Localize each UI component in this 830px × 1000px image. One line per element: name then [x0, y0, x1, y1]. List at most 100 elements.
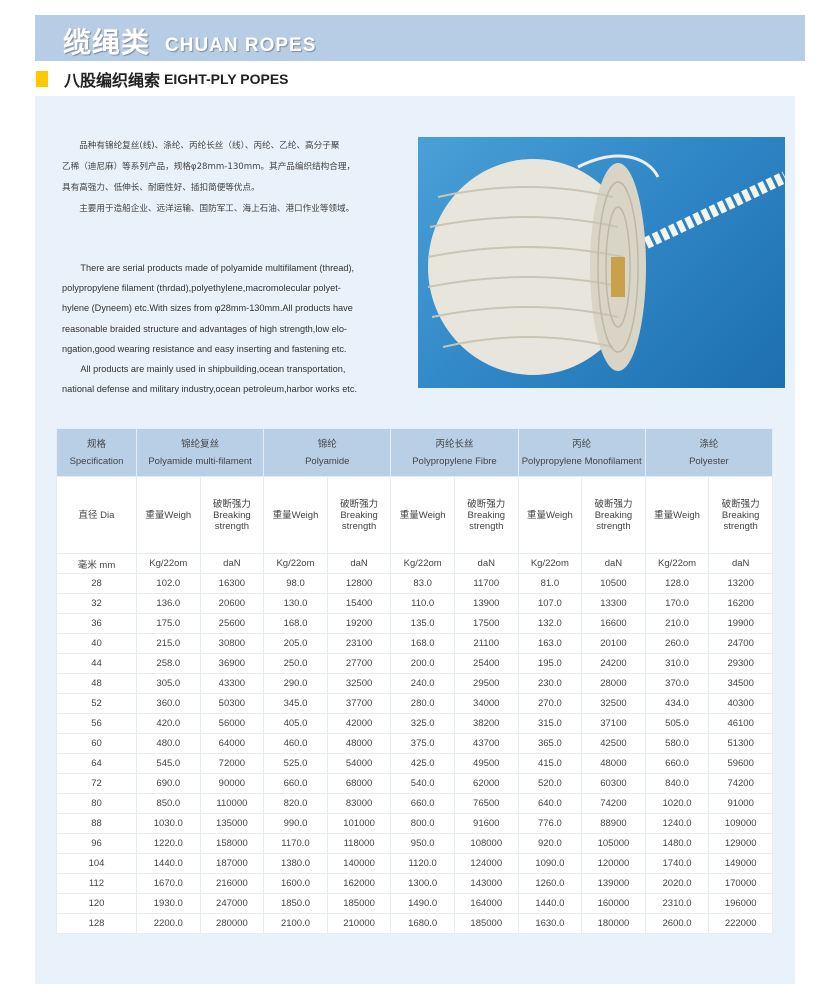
- unit-weight: Kg/22om: [517, 553, 583, 574]
- table-cell: 210.0: [644, 613, 710, 634]
- strength-label: 破断强力 Breaking strength: [199, 476, 265, 554]
- table-cell: 91600: [453, 813, 519, 834]
- description-cn-line: 乙稀（迪尼麻）等系列产品，规格φ28mm-130mm。其产品编织结构合理，: [62, 162, 356, 172]
- table-cell: 13300: [581, 593, 646, 614]
- material-cn: 涤纶: [699, 438, 719, 450]
- table-cell: 62000: [453, 773, 519, 794]
- table-cell: 520.0: [517, 773, 583, 794]
- table-cell: 16600: [581, 613, 646, 634]
- description-en-line: reasonable braided structure and advanta…: [62, 323, 347, 334]
- table-cell: 1680.0: [390, 913, 455, 934]
- strength-label-en: Breaking: [594, 509, 633, 521]
- table-cell: 104: [56, 853, 137, 874]
- table-cell: 56000: [199, 713, 265, 734]
- unit-strength: daN: [453, 553, 519, 574]
- table-cell: 12800: [326, 573, 392, 594]
- table-cell: 34500: [708, 673, 773, 694]
- header-material: 丙纶 Polypropylene Monofilament: [517, 428, 646, 477]
- section-title-en: EIGHT-PLY POPES: [164, 71, 289, 87]
- table-cell: 1440.0: [136, 853, 201, 874]
- table-cell: 158000: [199, 833, 265, 854]
- strength-label-en: Breaking: [721, 509, 760, 521]
- table-cell: 950.0: [390, 833, 455, 854]
- table-cell: 540.0: [390, 773, 455, 794]
- table-cell: 56: [56, 713, 137, 734]
- description-en: There are serial products made of polyam…: [62, 258, 407, 399]
- table-cell: 525.0: [263, 753, 328, 774]
- table-cell: 420.0: [136, 713, 201, 734]
- table-cell: 40: [56, 633, 137, 654]
- table-cell: 1260.0: [517, 873, 583, 894]
- table-cell: 20100: [581, 633, 646, 654]
- unit-weight: Kg/22om: [390, 553, 455, 574]
- table-cell: 17500: [453, 613, 519, 634]
- table-cell: 139000: [581, 873, 646, 894]
- table-cell: 140000: [326, 853, 392, 874]
- table-cell: 1630.0: [517, 913, 583, 934]
- table-cell: 34000: [453, 693, 519, 714]
- table-cell: 43300: [199, 673, 265, 694]
- table-cell: 200.0: [390, 653, 455, 674]
- description-cn-line: 品种有锦纶复丝(线)、涤纶、丙纶长丝（线）、丙纶、乙纶、高分子聚: [62, 141, 340, 151]
- material-en: Polypropylene Monofilament: [521, 455, 642, 467]
- table-cell: 36: [56, 613, 137, 634]
- table-cell: 660.0: [644, 753, 710, 774]
- table-cell: 280.0: [390, 693, 455, 714]
- header-spec: 规格 Specification: [56, 428, 137, 477]
- table-cell: 180000: [581, 913, 646, 934]
- table-cell: 163.0: [517, 633, 583, 654]
- table-cell: 305.0: [136, 673, 201, 694]
- table-cell: 405.0: [263, 713, 328, 734]
- table-cell: 32500: [581, 693, 646, 714]
- table-cell: 52: [56, 693, 137, 714]
- table-cell: 20600: [199, 593, 265, 614]
- table-cell: 360.0: [136, 693, 201, 714]
- table-cell: 1030.0: [136, 813, 201, 834]
- table-cell: 2020.0: [644, 873, 710, 894]
- description-cn: 品种有锦纶复丝(线)、涤纶、丙纶长丝（线）、丙纶、乙纶、高分子聚乙稀（迪尼麻）等…: [62, 136, 407, 220]
- table-cell: 250.0: [263, 653, 328, 674]
- table-cell: 81.0: [517, 573, 583, 594]
- table-cell: 16300: [199, 573, 265, 594]
- table-row: 44 258.0 36900 250.0 27700 200.0 25400 195.0 242…: [56, 653, 773, 674]
- strength-label: 破断强力 Breaking strength: [581, 476, 646, 554]
- table-cell: 25600: [199, 613, 265, 634]
- table-cell: 29300: [708, 653, 773, 674]
- table-cell: 434.0: [644, 693, 710, 714]
- header-material: 锦纶复丝 Polyamide multi-filament: [135, 428, 265, 477]
- table-cell: 43700: [453, 733, 519, 754]
- table-cell: 315.0: [517, 713, 583, 734]
- table-cell: 175.0: [136, 613, 201, 634]
- table-row: 52 360.0 50300 345.0 37700 280.0 34000 270.0 325…: [56, 693, 773, 714]
- header-material: 锦纶 Polyamide: [263, 428, 392, 477]
- table-cell: 1740.0: [644, 853, 710, 874]
- table-cell: 16200: [708, 593, 773, 614]
- table-cell: 135000: [199, 813, 265, 834]
- strength-label-en: strength: [341, 520, 377, 532]
- table-cell: 660.0: [263, 773, 328, 794]
- strength-label-en: strength: [723, 520, 758, 532]
- table-cell: 580.0: [644, 733, 710, 754]
- weight-label: 重量Weigh: [390, 476, 455, 554]
- table-cell: 128.0: [644, 573, 710, 594]
- table-cell: 15400: [326, 593, 392, 614]
- unit-weight: Kg/22om: [263, 553, 328, 574]
- table-cell: 215.0: [136, 633, 201, 654]
- table-row: 28 102.0 16300 98.0 12800 83.0 11700 81.0 10500 1…: [56, 573, 773, 594]
- table-cell: 2310.0: [644, 893, 710, 914]
- material-cn: 丙纶: [572, 438, 592, 450]
- header-spec-cn: 规格: [86, 438, 106, 450]
- weight-label: 重量Weigh: [644, 476, 710, 554]
- table-cell: 1240.0: [644, 813, 710, 834]
- table-cell: 28: [56, 573, 137, 594]
- table-cell: 290.0: [263, 673, 328, 694]
- table-cell: 60300: [581, 773, 646, 794]
- category-title-cn: 缆绳类: [63, 26, 151, 59]
- table-cell: 72: [56, 773, 137, 794]
- table-row: 48 305.0 43300 290.0 32500 240.0 29500 230.0 280…: [56, 673, 773, 694]
- table-cell: 83000: [326, 793, 392, 814]
- category-banner: 缆绳类 CHUAN ROPES: [35, 15, 805, 61]
- table-cell: 60: [56, 733, 137, 754]
- table-cell: 1600.0: [263, 873, 328, 894]
- description-en-line: hylene (Dyneem) etc.With sizes from φ28m…: [62, 303, 353, 314]
